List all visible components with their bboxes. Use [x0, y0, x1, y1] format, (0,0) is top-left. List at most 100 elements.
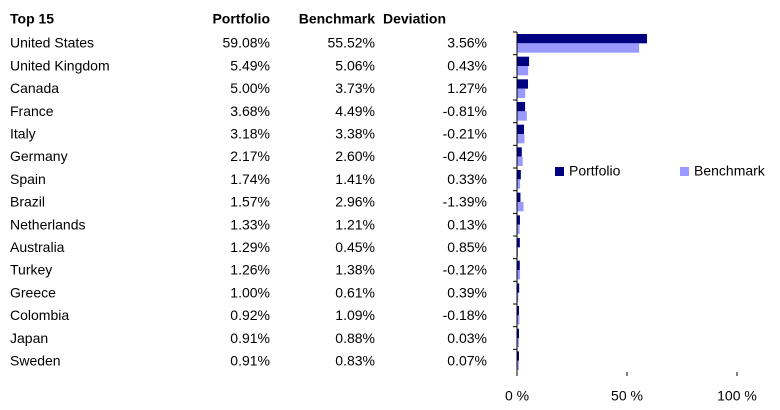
portfolio-value: 1.29%	[230, 239, 270, 255]
bar	[517, 360, 519, 370]
deviation-value: 0.39%	[447, 284, 487, 300]
portfolio-value: 5.49%	[230, 57, 270, 73]
legend-swatch	[680, 167, 689, 176]
country-label: Germany	[10, 148, 68, 164]
bar	[517, 306, 520, 316]
x-tick-label: 0 %	[505, 388, 529, 404]
benchmark-value: 1.41%	[335, 171, 375, 187]
portfolio-value: 1.74%	[230, 171, 270, 187]
country-label: Australia	[10, 239, 65, 255]
bar	[517, 56, 530, 66]
benchmark-value: 1.21%	[335, 216, 375, 232]
column-header: Deviation	[383, 11, 446, 27]
deviation-value: -0.18%	[443, 307, 487, 323]
bar	[517, 215, 520, 225]
benchmark-value: 2.60%	[335, 148, 375, 164]
bar	[517, 43, 640, 53]
country-label: Sweden	[10, 353, 61, 369]
bar	[517, 315, 520, 325]
portfolio-value: 2.17%	[230, 148, 270, 164]
benchmark-value: 0.88%	[335, 330, 375, 346]
portfolio-value: 1.57%	[230, 194, 270, 210]
benchmark-value: 5.06%	[335, 57, 375, 73]
x-tick-label: 100 %	[717, 388, 757, 404]
benchmark-value: 2.96%	[335, 194, 375, 210]
deviation-value: -0.21%	[443, 126, 487, 142]
bar	[517, 79, 528, 89]
portfolio-value: 3.68%	[230, 103, 270, 119]
portfolio-value: 5.00%	[230, 80, 270, 96]
bar	[517, 102, 526, 112]
country-label: Netherlands	[10, 216, 86, 232]
bar	[517, 170, 521, 180]
portfolio-value: 0.91%	[230, 353, 270, 369]
bar	[517, 292, 519, 302]
x-tick-label: 50 %	[611, 388, 643, 404]
bar	[517, 111, 527, 121]
bar	[517, 124, 524, 134]
country-label: Canada	[10, 80, 59, 96]
deviation-value: -0.12%	[443, 262, 487, 278]
bar	[517, 351, 520, 361]
legend-label: Portfolio	[569, 163, 621, 179]
column-header: Portfolio	[212, 11, 270, 27]
benchmark-value: 3.38%	[335, 126, 375, 142]
bar	[517, 270, 521, 280]
legend-label: Benchmark	[694, 163, 766, 179]
country-label: United States	[10, 35, 94, 51]
bar	[517, 147, 522, 157]
column-header: Benchmark	[299, 11, 375, 27]
bar	[517, 34, 647, 44]
bar	[517, 179, 521, 189]
deviation-value: 0.13%	[447, 216, 487, 232]
portfolio-value: 1.33%	[230, 216, 270, 232]
deviation-value: 0.03%	[447, 330, 487, 346]
portfolio-value: 1.26%	[230, 262, 270, 278]
country-label: Greece	[10, 284, 56, 300]
portfolio-value: 0.92%	[230, 307, 270, 323]
country-label: United Kingdom	[10, 57, 110, 73]
benchmark-value: 0.83%	[335, 353, 375, 369]
country-label: Italy	[10, 126, 36, 142]
deviation-value: 3.56%	[447, 35, 487, 51]
bar	[517, 202, 524, 212]
bar	[517, 328, 520, 338]
country-label: Spain	[10, 171, 46, 187]
deviation-value: -1.39%	[443, 194, 487, 210]
bar	[517, 134, 525, 144]
benchmark-value: 1.38%	[335, 262, 375, 278]
legend-swatch	[555, 167, 564, 176]
bar	[517, 88, 526, 98]
portfolio-value: 3.18%	[230, 126, 270, 142]
bar	[517, 156, 523, 166]
bar	[517, 260, 520, 270]
country-label: Colombia	[10, 307, 69, 323]
deviation-value: 0.33%	[447, 171, 487, 187]
bar	[517, 283, 520, 293]
deviation-value: -0.81%	[443, 103, 487, 119]
portfolio-value: 59.08%	[223, 35, 270, 51]
deviation-value: 0.43%	[447, 57, 487, 73]
benchmark-value: 55.52%	[328, 35, 375, 51]
country-label: Turkey	[10, 262, 52, 278]
portfolio-value: 1.00%	[230, 284, 270, 300]
bar	[517, 192, 521, 202]
benchmark-value: 4.49%	[335, 103, 375, 119]
benchmark-value: 1.09%	[335, 307, 375, 323]
country-label: Japan	[10, 330, 48, 346]
bar	[517, 224, 520, 234]
deviation-value: -0.42%	[443, 148, 487, 164]
bar	[517, 338, 519, 348]
deviation-value: 1.27%	[447, 80, 487, 96]
table-title: Top 15	[10, 11, 54, 27]
portfolio-value: 0.91%	[230, 330, 270, 346]
deviation-value: 0.07%	[447, 353, 487, 369]
bar	[517, 238, 520, 248]
benchmark-value: 0.45%	[335, 239, 375, 255]
benchmark-value: 0.61%	[335, 284, 375, 300]
country-label: Brazil	[10, 194, 45, 210]
benchmark-value: 3.73%	[335, 80, 375, 96]
country-label: France	[10, 103, 54, 119]
bar	[517, 66, 529, 76]
